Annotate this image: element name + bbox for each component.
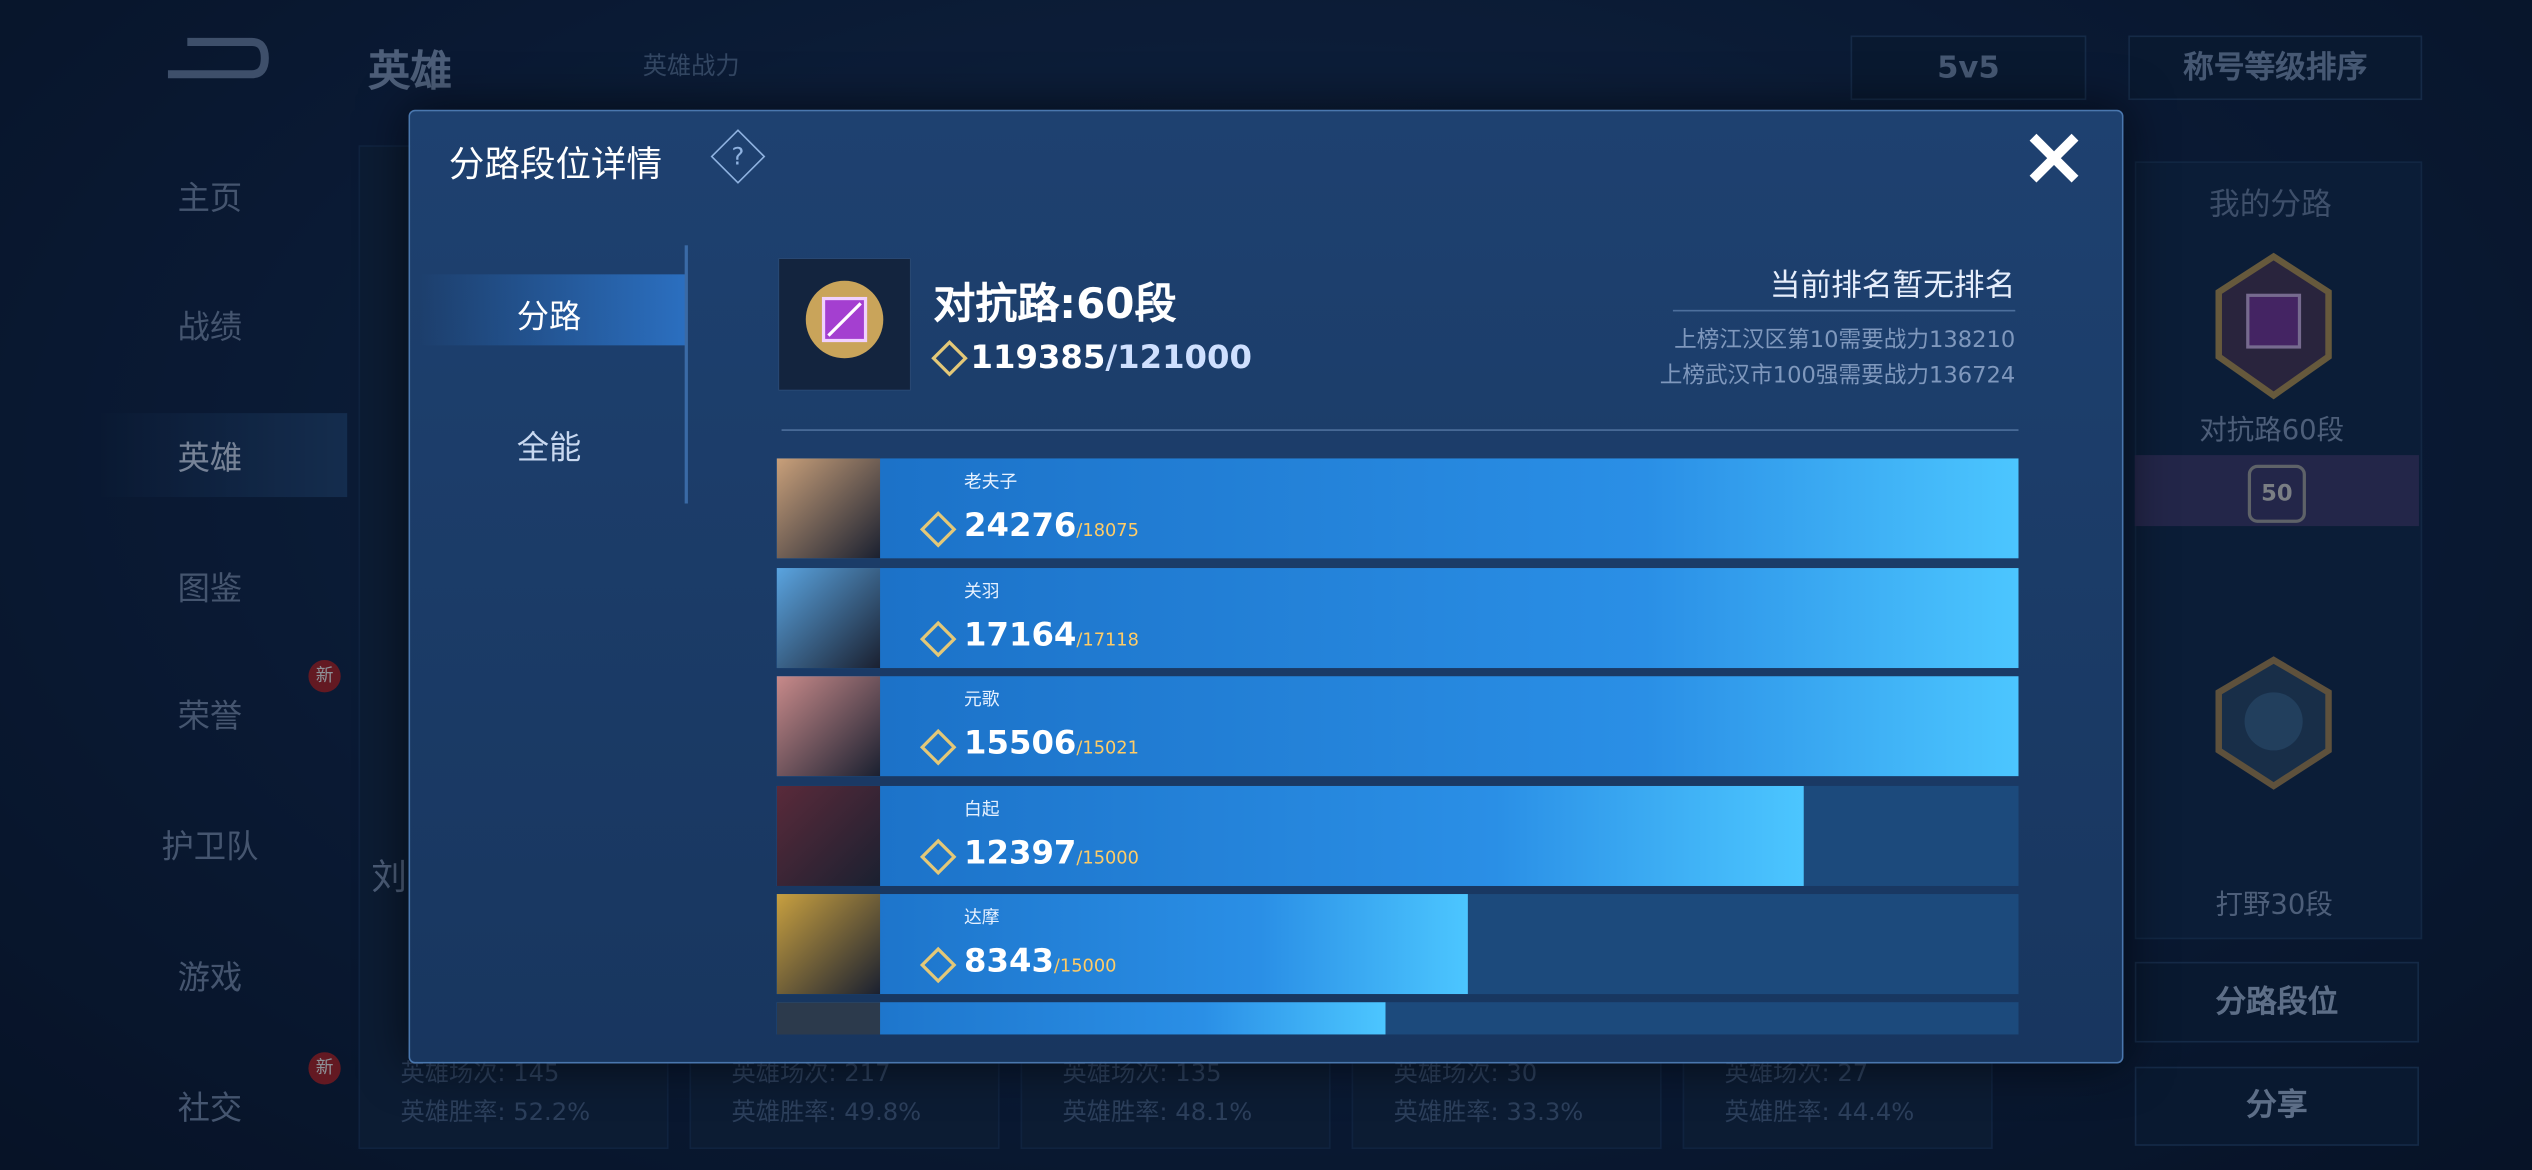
hero-portrait	[776, 458, 881, 559]
score-target: /15000	[1053, 955, 1117, 977]
hero-row: 白起 12397/15000	[776, 785, 2019, 886]
hero-score: 17164/17118	[964, 614, 1139, 653]
hero-score: 8343/15000	[964, 941, 1116, 980]
new-badge: 新	[308, 1052, 341, 1085]
lane-emblem	[2215, 252, 2332, 400]
hero-portrait	[776, 1002, 881, 1035]
nav-highlight	[96, 413, 348, 498]
power-max: /121000	[1105, 337, 1252, 377]
hero-name: 元歌	[964, 689, 1000, 711]
score-target: /15000	[1076, 846, 1139, 868]
nav-item[interactable]: 主页	[177, 178, 243, 218]
tab[interactable]: 全能	[516, 427, 582, 467]
divider	[781, 429, 2019, 431]
nav-item[interactable]: 护卫队	[161, 827, 259, 866]
nav-item[interactable]: 社交	[177, 1088, 243, 1128]
sort-select[interactable]: 称号等级排序	[2128, 35, 2423, 101]
hero-score: 12397/15000	[964, 832, 1139, 871]
score-target: /18075	[1076, 519, 1139, 541]
win-rate: 英雄胜率: 48.1%	[1062, 1097, 1253, 1127]
rank-requirement: 上榜江汉区第10需要战力138210	[1674, 327, 2016, 354]
score-value: 15506	[964, 722, 1077, 762]
nav-item[interactable]: 战绩	[177, 307, 243, 347]
progress-fill	[776, 894, 1468, 995]
power-link[interactable]: 英雄战力	[642, 51, 740, 81]
win-rate: 英雄胜率: 44.4%	[1724, 1097, 1915, 1127]
score-target: /15021	[1076, 737, 1139, 759]
progress-fill	[776, 567, 2019, 668]
hero-score: 15506/15021	[964, 723, 1139, 762]
help-text: ?	[731, 142, 745, 172]
back-button[interactable]	[158, 36, 271, 88]
nav-item[interactable]: 英雄	[177, 438, 243, 477]
tab-line	[684, 245, 688, 504]
nav-item[interactable]: 游戏	[177, 957, 243, 997]
hero-portrait	[776, 567, 881, 668]
tab-highlight	[419, 274, 687, 346]
win-rate: 英雄胜率: 49.8%	[731, 1097, 922, 1127]
hero-row: 达摩 8343/15000	[776, 894, 2019, 995]
score-value: 24276	[964, 505, 1077, 544]
hero-name: 刘	[371, 858, 407, 899]
score-value: 12397	[964, 831, 1077, 871]
nav-item[interactable]: 荣誉	[177, 696, 243, 736]
hero-name: 关羽	[964, 580, 1000, 602]
hero-name: 老夫子	[964, 471, 1018, 493]
lane-icon	[778, 258, 911, 391]
page-title: 英雄	[368, 48, 453, 97]
nav-item[interactable]: 图鉴	[177, 568, 243, 608]
hero-row	[776, 1002, 2019, 1035]
lane-emblem	[2215, 656, 2332, 790]
hero-name: 达摩	[964, 906, 1000, 928]
lane-label: 对抗路60段	[2199, 414, 2345, 448]
hero-portrait	[776, 676, 881, 777]
mode-select[interactable]: 5v5	[1850, 35, 2087, 101]
hero-score: 24276/18075	[964, 505, 1139, 544]
power-value: 119385	[970, 337, 1106, 377]
hero-portrait	[776, 894, 881, 995]
new-badge: 新	[308, 660, 341, 693]
dialog-title: 分路段位详情	[448, 145, 663, 186]
lane-title: 对抗路:60段	[933, 280, 1177, 330]
panel-title: 我的分路	[2209, 187, 2332, 223]
share-button[interactable]: 分享	[2134, 1066, 2419, 1146]
score-target: /17118	[1076, 628, 1139, 650]
lane-label: 打野30段	[2215, 889, 2333, 922]
level-badge: 50	[2247, 464, 2306, 523]
hero-portrait	[776, 785, 881, 886]
hero-row: 关羽 17164/17118	[776, 567, 2019, 668]
win-rate: 英雄胜率: 52.2%	[400, 1097, 591, 1127]
rank-requirement: 上榜武汉市100强需要战力136724	[1659, 363, 2016, 389]
rank-status: 当前排名暂无排名	[1769, 267, 2016, 304]
close-button[interactable]	[2025, 129, 2083, 187]
hero-row: 元歌 15506/15021	[776, 676, 2019, 777]
hero-row: 老夫子 24276/18075	[776, 458, 2019, 559]
score-value: 8343	[964, 940, 1054, 980]
hero-name: 白起	[964, 798, 1000, 820]
lane-rank-button[interactable]: 分路段位	[2134, 961, 2419, 1043]
score-value: 17164	[964, 614, 1077, 653]
divider	[1672, 309, 2016, 312]
power: 119385/121000	[970, 337, 1251, 376]
progress-fill	[776, 676, 2019, 777]
progress-fill	[776, 458, 2019, 559]
tab[interactable]: 分路	[516, 296, 582, 336]
progress-fill	[776, 785, 1803, 886]
win-rate: 英雄胜率: 33.3%	[1393, 1097, 1584, 1127]
